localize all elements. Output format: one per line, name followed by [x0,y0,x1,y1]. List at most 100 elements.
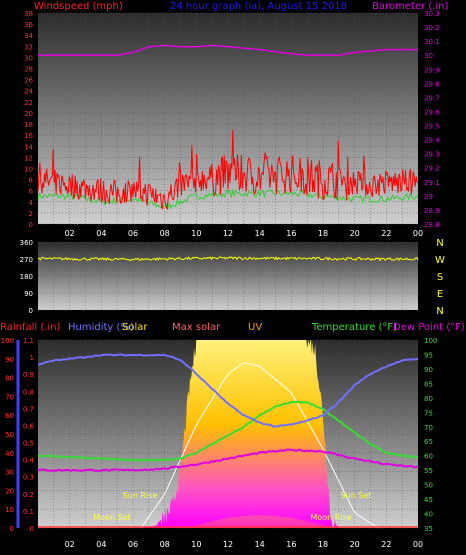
barometer-tick-label-6: 29.4 [424,137,440,145]
temp-tick-label-8: 75 [424,409,433,417]
wind-x-tick-6: 14 [255,229,265,238]
wind-tick-label-17: 34 [24,32,33,40]
wind-x-tick-10: 22 [381,229,391,238]
legend-humidity: Humidity (%) [68,322,134,333]
temp-tick-label-5: 60 [424,453,433,461]
wind-x-tick-1: 04 [96,229,106,238]
rain-tick-label-1: 0.1 [23,508,34,516]
left-axis-label-windspeed: Windspeed (mph) [34,1,123,12]
temperature-line [37,400,419,462]
humidity-line [37,353,419,428]
rain-tick-label-0: 0 [30,525,34,533]
rain-tick-label-4: 0.4 [23,457,35,465]
wind-tick-label-9: 18 [24,121,33,129]
annotation-sun-set: Sun Set [341,491,372,500]
temp-tick-label-2: 45 [424,496,433,504]
wind-tick-label-3: 6 [29,188,34,196]
compass-label-3: E [437,289,443,300]
percent-tick-label-10: 100 [1,337,14,345]
legend-solar: Solar [122,322,148,333]
temp-tick-label-6: 65 [424,438,433,446]
wind-tick-label-12: 24 [24,88,33,96]
direction-tick-label-3: 270 [20,256,33,264]
compass-label-2: S [437,272,443,283]
barometer-tick-label-10: 29.8 [424,80,440,88]
panel-climate-series [37,340,419,529]
barometer-tick-label-11: 29.9 [424,66,440,74]
barometer-tick-label-13: 30.1 [424,38,440,46]
percent-tick-label-2: 20 [5,487,14,495]
wind-x-tick-8: 18 [318,229,328,238]
direction-tick-label-0: 0 [29,307,33,315]
climate-x-tick-5: 12 [223,540,233,549]
dew-point-line [37,448,419,472]
panel-wind-axes: 0246810121416182022242628303234363828.82… [24,10,440,238]
temp-tick-label-10: 85 [424,380,433,388]
climate-x-tick-11: 00 [413,540,423,549]
rain-tick-label-6: 0.6 [23,422,35,430]
climate-x-tick-1: 04 [96,540,106,549]
barometer-tick-label-1: 28.9 [424,207,440,215]
wind-x-tick-4: 10 [191,229,201,238]
wind-tick-label-7: 14 [24,143,33,151]
barometer-line [38,44,418,56]
wind-tick-label-11: 22 [24,99,33,107]
solar-area [38,340,418,528]
rain-tick-label-10: 1 [30,354,34,362]
temp-tick-label-13: 100 [424,337,437,345]
rain-tick-label-9: 0.9 [23,371,34,379]
panel-direction-series [37,256,419,262]
wind-tick-label-10: 20 [24,110,33,118]
wind-x-tick-3: 08 [160,229,170,238]
uv-area [38,515,418,528]
percent-tick-label-3: 30 [5,469,14,477]
wind-x-tick-7: 16 [286,229,296,238]
climate-x-tick-8: 18 [318,540,328,549]
wind-tick-label-19: 38 [24,10,33,18]
barometer-tick-label-7: 29.5 [424,123,440,131]
chart-title: 24 hour graph (ia), August 15 2018 [170,1,347,12]
temp-tick-label-12: 95 [424,351,433,359]
climate-x-tick-9: 20 [350,540,360,549]
rain-tick-label-8: 0.8 [23,388,34,396]
wind-tick-label-1: 2 [29,210,33,218]
wind-direction-line [37,256,419,262]
barometer-tick-label-12: 30 [424,52,433,60]
percent-tick-label-4: 40 [5,450,14,458]
wind-x-tick-2: 06 [128,229,138,238]
annotation-sun-rise: Sun Rise [123,491,158,500]
percent-tick-label-5: 50 [5,431,14,439]
wind-x-tick-5: 12 [223,229,233,238]
legend-temperature: Temperature (°F) [311,322,397,333]
legend-max-solar: Max solar [172,322,221,333]
percent-tick-label-6: 60 [5,412,14,420]
direction-tick-label-4: 360 [20,239,33,247]
climate-x-tick-6: 14 [255,540,265,549]
barometer-tick-label-3: 29.1 [424,179,440,187]
wind-tick-label-18: 36 [24,21,33,29]
percent-tick-label-7: 70 [5,393,14,401]
barometer-tick-label-9: 29.7 [424,94,440,102]
barometer-tick-label-15: 30.3 [424,10,440,18]
percent-tick-label-1: 10 [5,506,14,514]
panel-wind-series [37,44,419,211]
panel-climate-axes: 010203040506070809010000.10.20.30.40.50.… [1,337,438,549]
rain-tick-label-3: 0.3 [23,474,34,482]
climate-x-tick-4: 10 [191,540,201,549]
barometer-tick-label-5: 29.3 [424,151,440,159]
temp-tick-label-11: 90 [424,366,433,374]
climate-x-tick-3: 08 [160,540,170,549]
percent-tick-label-9: 90 [5,356,14,364]
temp-tick-label-9: 80 [424,395,433,403]
rain-tick-label-2: 0.2 [23,491,34,499]
annotation-moon-rise: Moon Rise [310,513,351,522]
direction-tick-label-1: 90 [24,290,33,298]
wind-tick-label-5: 10 [24,165,33,173]
climate-x-tick-7: 16 [286,540,296,549]
percent-tick-label-0: 0 [10,525,14,533]
compass-label-1: W [435,255,445,266]
wind-x-tick-11: 00 [413,229,423,238]
legend-dew-point: Dew Point (°F) [393,322,465,333]
